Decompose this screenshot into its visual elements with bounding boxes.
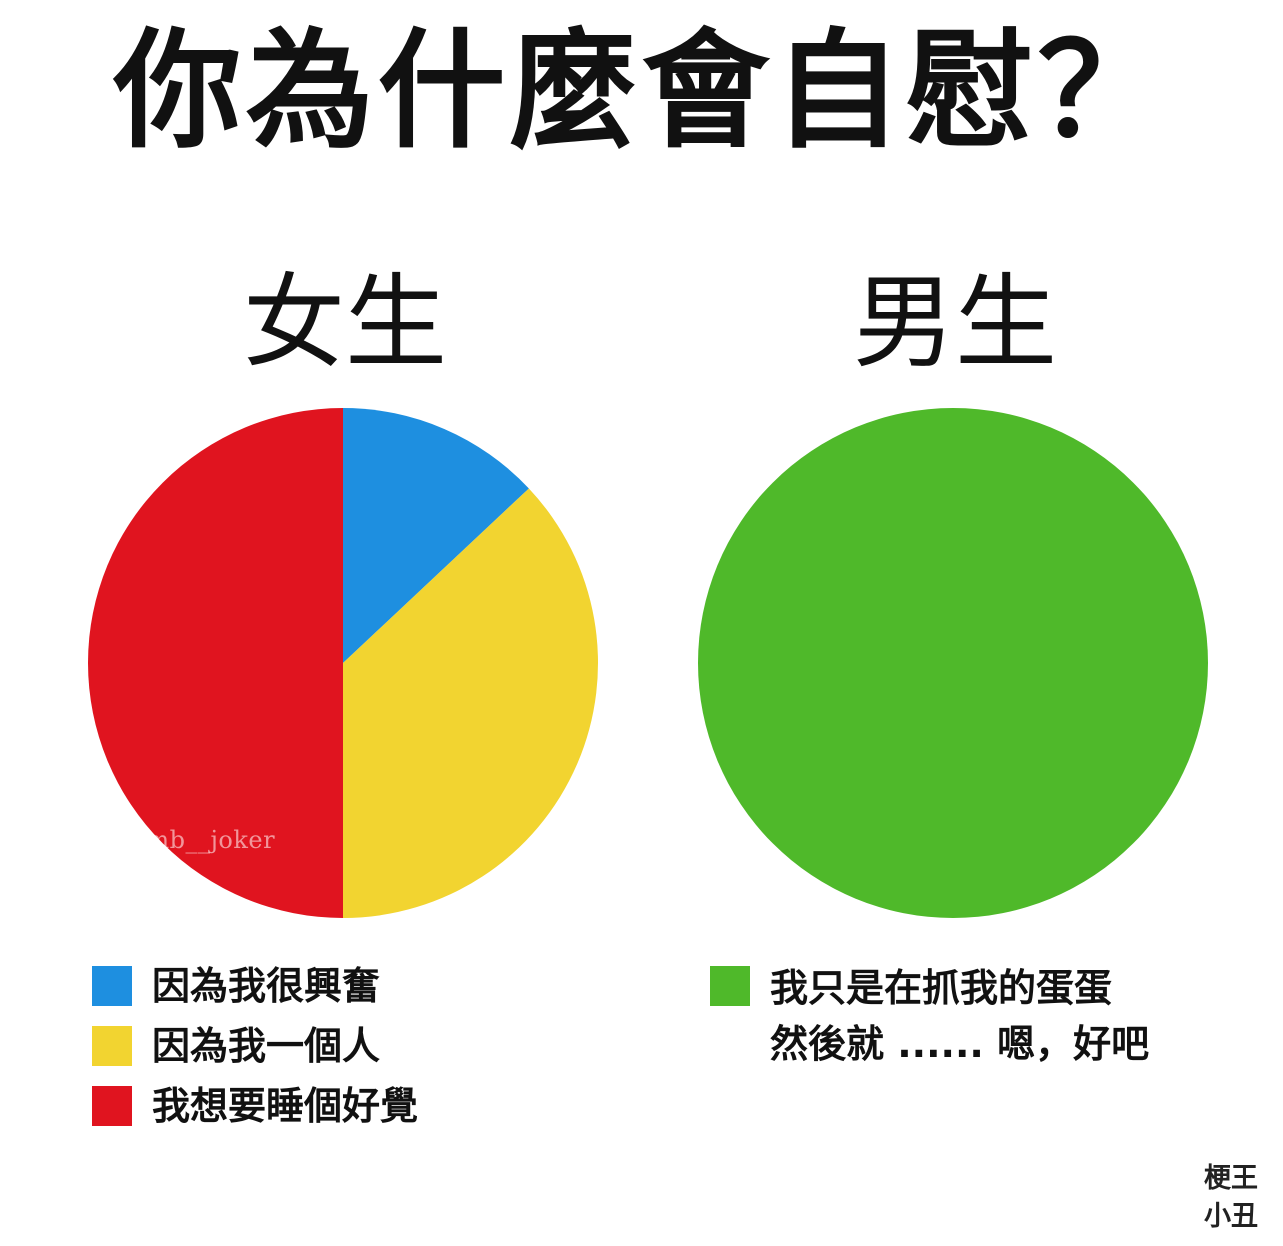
legend-label-block: 我只是在抓我的蛋蛋 然後就 ...... 嗯，好吧 (770, 960, 1149, 1072)
legend-label: 我想要睡個好覺 (152, 1084, 419, 1128)
female-legend: 因為我很興奮 因為我一個人 我想要睡個好覺 (92, 960, 612, 1140)
legend-swatch-green (710, 966, 750, 1006)
legend-label-line2: 然後就 ...... 嗯，好吧 (770, 1022, 1150, 1066)
page-title: 你為什麼會自慰？ (113, 17, 1170, 166)
corner-stamp-line1: 梗王 (1204, 1163, 1258, 1194)
corner-stamp-line2: 小丑 (1204, 1201, 1258, 1232)
pie-slice-3 (88, 408, 343, 918)
legend-swatch-yellow (92, 1026, 132, 1066)
legend-item-alone: 因為我一個人 (92, 1020, 612, 1080)
legend-label-line1: 我只是在抓我的蛋蛋 (770, 966, 1113, 1010)
male-pie-chart (698, 408, 1208, 918)
pie-slice-1 (698, 408, 1208, 918)
male-legend: 我只是在抓我的蛋蛋 然後就 ...... 嗯，好吧 (710, 960, 1210, 1072)
legend-item-scratching: 我只是在抓我的蛋蛋 然後就 ...... 嗯，好吧 (710, 960, 1210, 1072)
legend-swatch-red (92, 1086, 132, 1126)
legend-label: 因為我一個人 (152, 1024, 381, 1068)
legend-item-excited: 因為我很興奮 (92, 960, 612, 1020)
male-chart-title: 男生 (853, 264, 1057, 383)
watermark: @dumb__joker (90, 826, 276, 854)
pie-slice-1 (343, 408, 529, 663)
corner-stamp: 梗王 小丑 (1196, 1160, 1266, 1236)
legend-label: 因為我很興奮 (152, 964, 381, 1008)
female-pie-chart (88, 408, 599, 918)
legend-swatch-blue (92, 966, 132, 1006)
female-chart-title: 女生 (243, 264, 447, 383)
legend-item-sleep: 我想要睡個好覺 (92, 1080, 612, 1140)
pie-slice-2 (343, 488, 599, 918)
